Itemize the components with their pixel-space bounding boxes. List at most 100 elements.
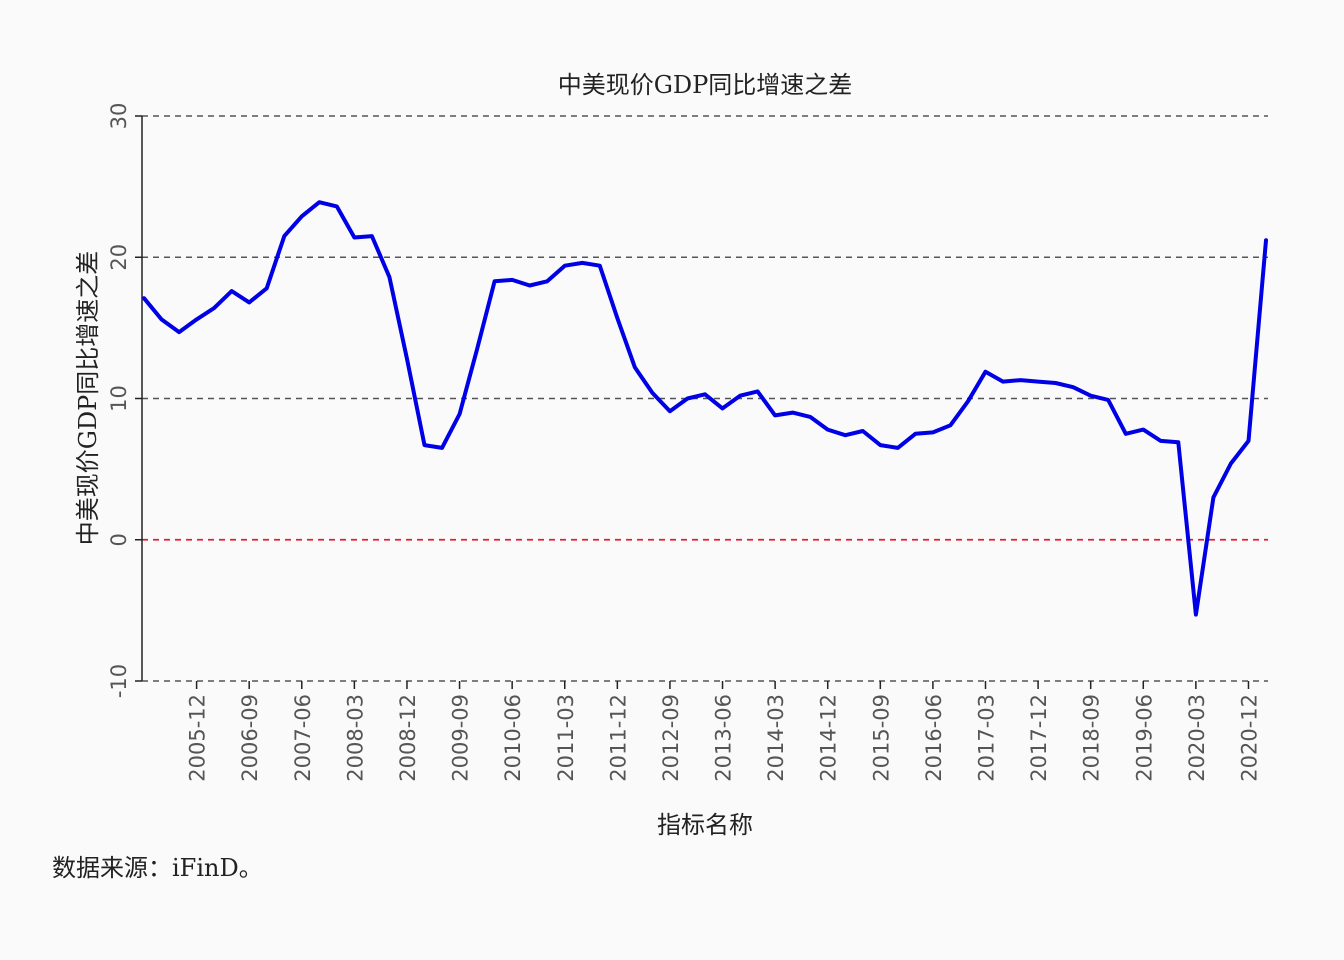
y-tick-label: 10 (107, 385, 131, 412)
data-point (703, 392, 707, 396)
grid-lines (142, 115, 1268, 682)
data-point (493, 279, 497, 283)
data-point (387, 275, 391, 279)
x-tick-label: 2014-12 (817, 694, 841, 782)
x-tick-label: 2012-09 (659, 694, 683, 782)
data-point (370, 234, 374, 238)
data-point (1211, 495, 1215, 499)
data-point (563, 264, 567, 268)
x-tick-label: 2020-03 (1185, 694, 1209, 782)
data-point (791, 411, 795, 415)
data-point (878, 443, 882, 447)
data-point (1159, 439, 1163, 443)
x-tick-label: 2017-03 (975, 694, 999, 782)
data-point (545, 279, 549, 283)
data-point (1141, 428, 1145, 432)
data-point (510, 278, 514, 282)
data-point (598, 264, 602, 268)
data-point (1036, 380, 1040, 384)
data-point (650, 391, 654, 395)
data-point (335, 204, 339, 208)
x-tick-label: 2006-09 (238, 694, 262, 782)
x-axis-label: 指标名称 (657, 811, 753, 839)
data-point (352, 235, 356, 239)
data-point (1054, 381, 1058, 385)
x-tick-label: 2010-06 (501, 694, 525, 782)
x-tick-label: 2013-06 (712, 694, 736, 782)
data-point (440, 446, 444, 450)
data-point (1089, 394, 1093, 398)
x-tick-label: 2018-09 (1080, 694, 1104, 782)
data-point (160, 317, 164, 321)
chart-title: 中美现价GDP同比增速之差 (558, 71, 853, 99)
data-point (1001, 380, 1005, 384)
y-axis-label: 中美现价GDP同比增速之差 (74, 251, 102, 546)
data-point (475, 347, 479, 351)
data-point (826, 428, 830, 432)
data-point (423, 443, 427, 447)
x-tick-label: 2011-12 (606, 694, 630, 782)
source-note: 数据来源：iFinD。 (52, 854, 263, 882)
data-point (896, 446, 900, 450)
y-axis-ticks: -10 0 10 20 30 (107, 103, 142, 698)
x-tick-label: 2019-06 (1132, 694, 1156, 782)
x-tick-label: 2016-06 (922, 694, 946, 782)
data-point (773, 413, 777, 417)
x-tick-label: 2008-12 (396, 694, 420, 782)
series-group (142, 200, 1268, 617)
data-point (966, 399, 970, 403)
data-point (405, 357, 409, 361)
data-point (1124, 432, 1128, 436)
data-point (458, 412, 462, 416)
y-tick-label: -10 (107, 664, 131, 698)
data-point (615, 316, 619, 320)
y-tick-label: 20 (107, 244, 131, 271)
data-point (843, 433, 847, 437)
data-point (948, 423, 952, 427)
series-line (142, 200, 1268, 617)
x-axis-ticks: 2005-12 2006-09 2007-06 2008-03 2008-12 2009-… (186, 681, 1261, 782)
x-tick-label: 2008-03 (343, 694, 367, 782)
data-point (1071, 385, 1075, 389)
data-point (931, 430, 935, 434)
data-point (1106, 398, 1110, 402)
data-point (247, 300, 251, 304)
data-point (808, 415, 812, 419)
data-point (721, 406, 725, 410)
data-point (230, 289, 234, 293)
data-point (580, 261, 584, 265)
data-point (1264, 238, 1268, 242)
y-tick-label: 0 (107, 533, 131, 546)
data-point (668, 409, 672, 413)
data-point (195, 317, 199, 321)
x-tick-label: 2011-03 (554, 694, 578, 782)
data-point (212, 306, 216, 310)
data-point (861, 429, 865, 433)
data-point (756, 389, 760, 393)
data-point (282, 234, 286, 238)
x-tick-label: 2017-12 (1027, 694, 1051, 782)
data-point (1176, 440, 1180, 444)
data-point (317, 200, 321, 204)
data-point (142, 296, 146, 300)
data-point (984, 370, 988, 374)
data-point (265, 286, 269, 290)
x-tick-label: 2005-12 (186, 694, 210, 782)
data-point (685, 397, 689, 401)
data-point (177, 330, 181, 334)
y-tick-label: 30 (107, 103, 131, 130)
data-point (1019, 378, 1023, 382)
data-point (913, 432, 917, 436)
x-tick-label: 2015-09 (869, 694, 893, 782)
data-point (738, 394, 742, 398)
data-point (528, 284, 532, 288)
x-tick-label: 2020-12 (1237, 694, 1261, 782)
x-tick-label: 2009-09 (449, 694, 473, 782)
data-point (633, 365, 637, 369)
data-point (1194, 613, 1198, 617)
x-tick-label: 2014-03 (764, 694, 788, 782)
data-point (300, 214, 304, 218)
data-point (1246, 439, 1250, 443)
data-point (1229, 461, 1233, 465)
